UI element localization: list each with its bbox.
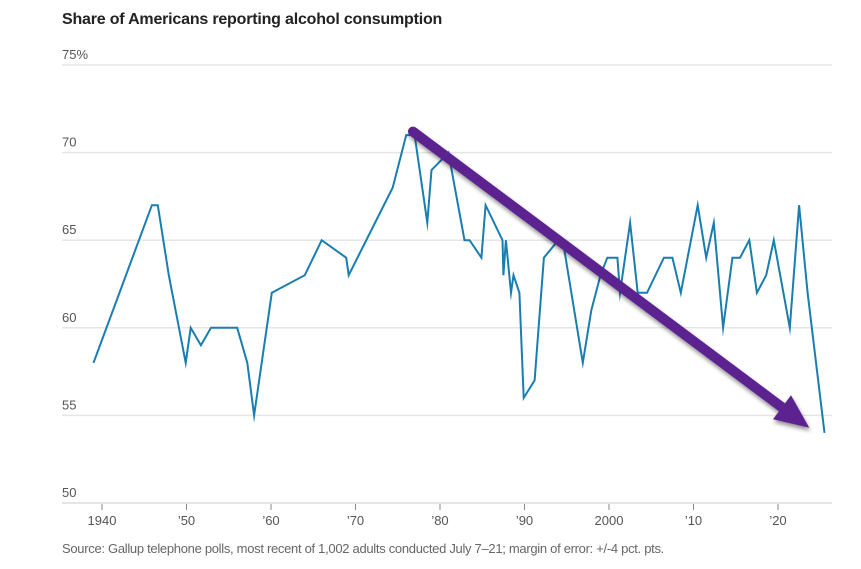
x-tick-label: ’70 (347, 513, 364, 528)
series-group (92, 134, 826, 434)
x-tick-label: ’50 (178, 513, 195, 528)
source-note: Source: Gallup telephone polls, most rec… (62, 541, 664, 556)
series-line (92, 134, 826, 434)
y-tick-label: 70 (62, 135, 76, 150)
y-tick-label: 55 (62, 397, 76, 412)
chart-title: Share of Americans reporting alcohol con… (62, 11, 443, 28)
x-tick-label: 1940 (88, 513, 117, 528)
x-tick-label: ’80 (431, 513, 448, 528)
x-axis: 1940 ’50 ’60 ’70 ’80 ’90 2000 ’10 ’20 (88, 504, 787, 528)
y-tick-label: 65 (62, 222, 76, 237)
trend-arrow-head (773, 395, 810, 428)
gridlines (62, 64, 832, 504)
annotation-group (407, 126, 810, 428)
x-tick-label: ’90 (516, 513, 533, 528)
y-tick-label: 75% (62, 47, 88, 62)
y-axis: 75% 70 65 60 55 50 (62, 47, 88, 500)
trend-arrow-shaft (407, 126, 791, 415)
x-tick-label: 2000 (595, 513, 624, 528)
x-tick-label: ’10 (685, 513, 702, 528)
x-tick-label: ’60 (262, 513, 279, 528)
y-tick-label: 50 (62, 485, 76, 500)
trend-arrow (407, 126, 810, 428)
y-tick-label: 60 (62, 310, 76, 325)
x-tick-label: ’20 (769, 513, 786, 528)
